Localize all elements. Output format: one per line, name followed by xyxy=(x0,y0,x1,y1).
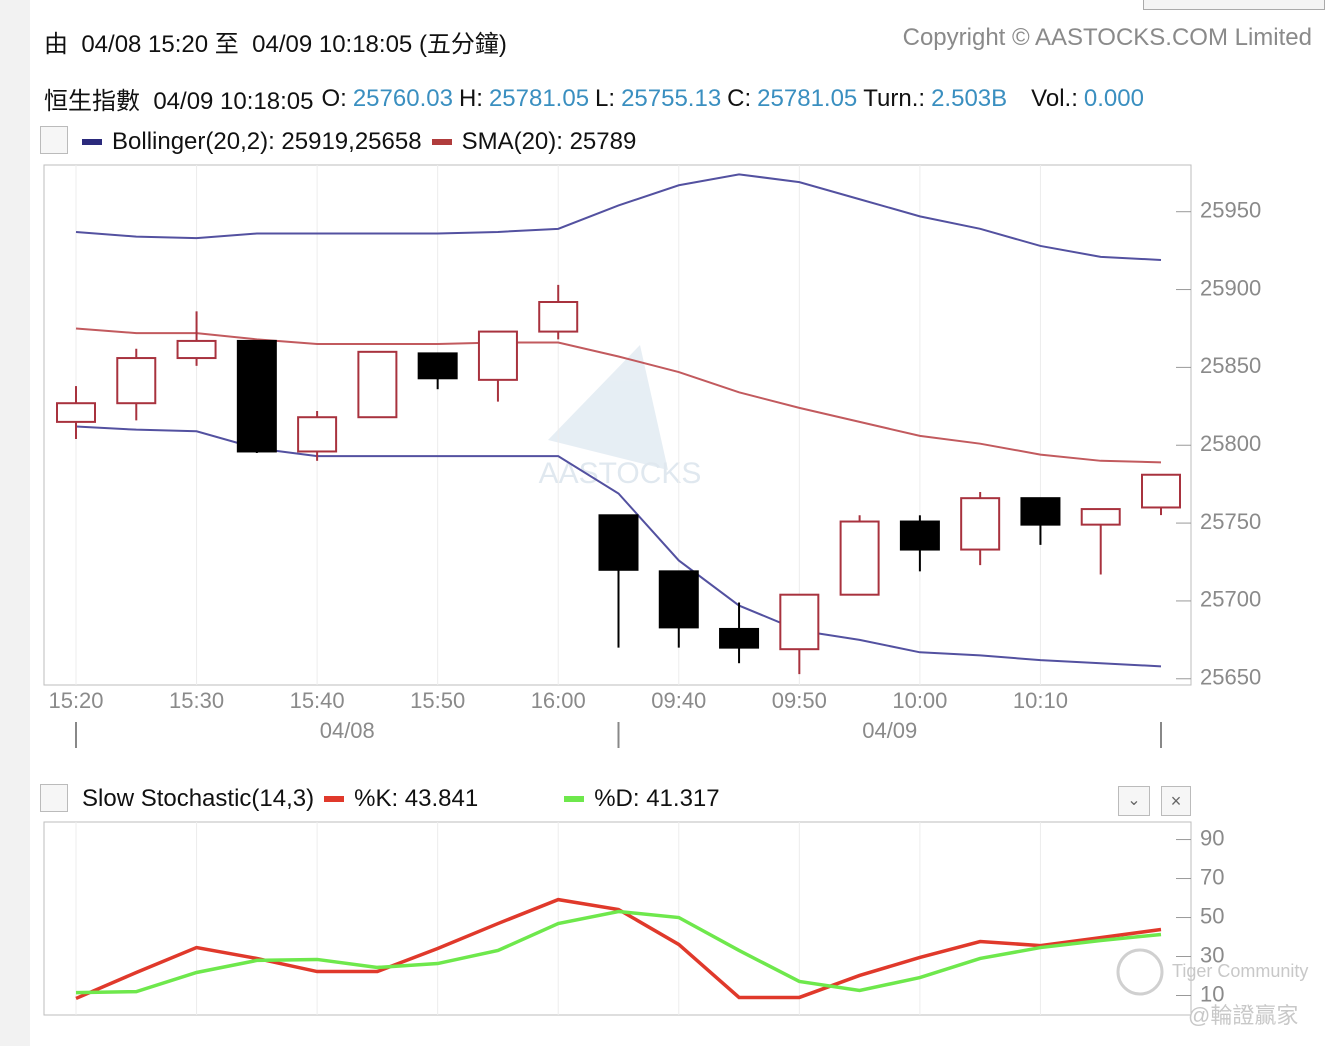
candle-body xyxy=(1141,473,1181,509)
watermark: AASTOCKS xyxy=(539,457,702,490)
quote-field-name: L: xyxy=(595,84,616,112)
candle-body xyxy=(1020,497,1061,526)
copyright: Copyright © AASTOCKS.COM Limited xyxy=(902,24,1312,51)
y-tick-label: 70 xyxy=(1200,864,1224,889)
y-tick-label: 25800 xyxy=(1200,431,1261,456)
candle-body xyxy=(297,416,338,453)
candle-body xyxy=(116,357,157,405)
x-tick-label: 09:40 xyxy=(651,688,706,713)
legend-swatch xyxy=(324,796,345,802)
quote-field-name: Vol.: xyxy=(1031,84,1078,112)
legend-swatch xyxy=(82,139,102,145)
candle-body xyxy=(357,350,398,419)
candle-body xyxy=(658,570,699,629)
legend: Bollinger(20,2): 25919,25658 SMA(20): 257… xyxy=(82,128,636,156)
date-label: 04/08 xyxy=(320,718,375,743)
legend-label: %K: 43.841 xyxy=(354,785,479,812)
y-tick-label: 25700 xyxy=(1200,587,1261,612)
candle-body xyxy=(719,627,760,649)
watermark: @輪證贏家 xyxy=(1188,1003,1298,1028)
quote-field-value: 25760.03 xyxy=(352,84,453,112)
quote-field-name: Turn.: xyxy=(863,84,926,112)
line xyxy=(75,327,1162,464)
logo-watermark: AASTOCKS xyxy=(539,345,702,490)
legend: Slow Stochastic(14,3) %K: 43.841 %D: 41.31… xyxy=(82,785,720,813)
candle-body xyxy=(236,339,277,453)
y-tick-label: 10 xyxy=(1200,981,1224,1006)
x-tick-label: 15:40 xyxy=(290,688,345,713)
x-tick-label: 16:00 xyxy=(531,688,586,713)
indicator-title: Slow Stochastic(14,3) xyxy=(82,785,315,812)
x-tick-label: 15:50 xyxy=(410,688,465,713)
quote-field-name: O: xyxy=(321,84,347,112)
range: 由 04/08 15:20 至 04/09 10:18:05 (五分鐘) xyxy=(44,31,507,58)
left-strip xyxy=(0,0,30,1046)
candle-body xyxy=(56,402,96,423)
y-tick-label: 30 xyxy=(1200,942,1224,967)
quote-label: 恒生指數 04/09 10:18:05 xyxy=(44,88,314,115)
candle-body xyxy=(417,352,458,380)
quote-field-value: 2.503B xyxy=(931,84,1008,112)
legend-label: SMA(20): 25789 xyxy=(461,128,637,155)
line xyxy=(75,425,1162,668)
candle-body xyxy=(839,520,880,596)
dropdown[interactable] xyxy=(40,784,68,812)
candle-body xyxy=(538,301,579,333)
quote-field-name: H: xyxy=(458,84,483,112)
y-tick-label: 90 xyxy=(1200,825,1224,850)
quote-field-value: 25781.05 xyxy=(757,84,858,112)
quote-field-name: C: xyxy=(727,84,752,112)
date-label: 04/09 xyxy=(862,718,917,743)
watermark: Tiger Community xyxy=(1172,961,1308,981)
candle-body xyxy=(960,497,1001,551)
y-tick-label: 25950 xyxy=(1200,198,1261,223)
candle-body xyxy=(1080,508,1121,526)
top-buttons xyxy=(1143,0,1325,10)
x-tick-label: 09:50 xyxy=(772,688,827,713)
legend-swatch xyxy=(431,139,452,145)
legend-label: %D: 41.317 xyxy=(594,785,720,812)
plot-frame xyxy=(43,164,1192,686)
line xyxy=(75,909,1162,995)
close-button[interactable]: × xyxy=(1161,786,1191,816)
collapse-button[interactable]: ⌄ xyxy=(1118,786,1150,816)
plot-frame xyxy=(43,821,1192,1016)
y-tick-label: 25900 xyxy=(1200,275,1261,300)
candle-body xyxy=(477,330,518,381)
y-tick-label: 50 xyxy=(1200,903,1224,928)
line xyxy=(75,173,1162,261)
quote-field-value: 25781.05 xyxy=(488,84,590,112)
x-tick-label: 15:20 xyxy=(48,688,103,713)
candle-body xyxy=(899,520,940,551)
x-tick-label: 10:10 xyxy=(1013,688,1068,713)
x-tick-label: 10:00 xyxy=(892,688,947,713)
y-tick-label: 25750 xyxy=(1200,509,1261,534)
y-tick-label: 25650 xyxy=(1200,665,1261,690)
line xyxy=(75,897,1162,1001)
quote-field-value: 25755.13 xyxy=(621,84,722,112)
dropdown[interactable] xyxy=(40,126,68,154)
legend-swatch xyxy=(564,796,585,802)
quote-row: 恒生指數 04/09 10:18:05 O: 25760.03 H: 25781.05 L… xyxy=(44,81,1150,116)
legend-label: Bollinger(20,2): 25919,25658 xyxy=(112,128,422,155)
watermark-icon xyxy=(1116,948,1164,996)
candle-body xyxy=(779,593,820,651)
quote-field-value: 0.000 xyxy=(1083,84,1144,112)
candle-body xyxy=(598,514,639,571)
candle-body xyxy=(176,339,217,360)
y-tick-label: 25850 xyxy=(1200,353,1261,378)
x-tick-label: 15:30 xyxy=(169,688,224,713)
